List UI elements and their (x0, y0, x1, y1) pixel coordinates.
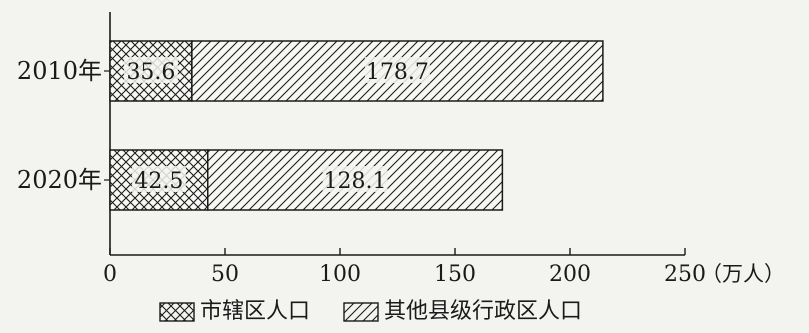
data-label-bg (364, 57, 430, 83)
x-tick-label: 200 (549, 262, 591, 287)
bar-segment-urban (109, 40, 193, 102)
legend-label-urban: 市辖区人口 (200, 299, 310, 324)
data-label-bg (123, 57, 178, 83)
data-label: 178.7 (366, 60, 429, 85)
x-tick-label: 100 (319, 262, 361, 287)
x-unit-label: （万人） (701, 262, 785, 286)
data-label: 128.1 (324, 169, 387, 194)
labels: 2010年 2020年 35.6 178.7 42.5 128.1 (17, 57, 430, 194)
data-label: 35.6 (126, 60, 175, 85)
legend-swatch-urban (159, 302, 195, 322)
x-tick-label: 250 (664, 262, 706, 287)
legend-swatch-county (343, 302, 379, 322)
data-label-bg (131, 166, 186, 192)
category-label: 2010年 (17, 57, 102, 85)
x-tick-label: 0 (103, 262, 117, 287)
axes: 0 50 100 150 200 250（万人） (103, 12, 785, 287)
bar-segment-urban (109, 149, 209, 211)
data-label: 42.5 (134, 169, 183, 194)
legend-label-county: 其他县级行政区人口 (384, 299, 582, 324)
x-tick-label: 50 (211, 262, 239, 287)
legend: 市辖区人口 其他县级行政区人口 (159, 299, 582, 324)
category-label: 2020年 (17, 166, 102, 194)
data-label-bg (322, 166, 388, 192)
x-tick-label: 150 (434, 262, 476, 287)
